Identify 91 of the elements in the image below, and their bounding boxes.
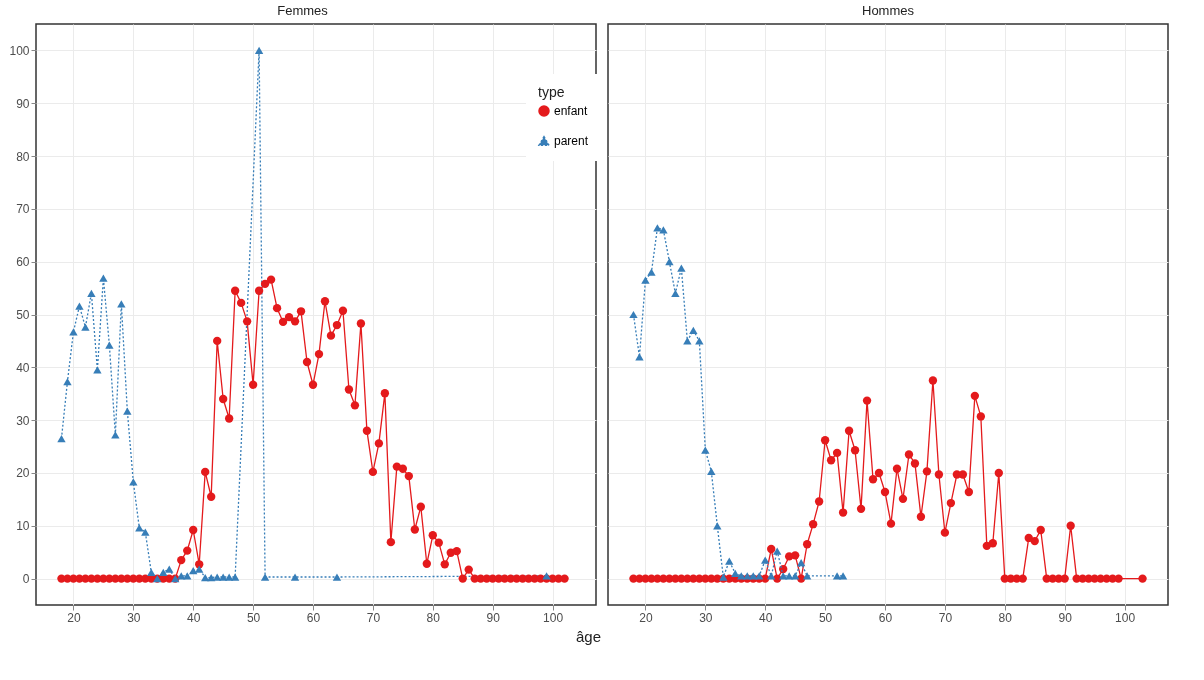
point: [290, 573, 300, 581]
x-tick-label: 40: [187, 610, 201, 625]
x-tick-label: 50: [246, 610, 261, 625]
point: [99, 274, 108, 282]
x-tick-label: 30: [699, 610, 713, 625]
point: [87, 289, 96, 297]
point: [838, 572, 848, 580]
point: [790, 572, 800, 580]
y-tick-label: 60: [16, 255, 30, 270]
point: [671, 289, 680, 297]
point: [165, 565, 174, 573]
point: [641, 276, 650, 284]
point: [796, 559, 806, 567]
x-tick-label: 30: [127, 610, 141, 625]
legend-label: parent: [554, 134, 589, 148]
point: [201, 573, 210, 582]
y-tick-label: 0: [22, 572, 30, 587]
point: [123, 407, 132, 415]
point: [635, 353, 644, 361]
y-tick-label: 20: [16, 466, 30, 481]
x-tick-label: 60: [306, 610, 321, 625]
x-tick-label: 20: [67, 610, 81, 625]
point: [105, 341, 114, 349]
point: [731, 569, 740, 577]
point: [701, 446, 710, 454]
y-tick-label: 40: [16, 360, 30, 375]
x-axis-title: âge: [575, 627, 601, 645]
point: [761, 556, 770, 564]
point: [111, 431, 120, 439]
point: [629, 310, 638, 319]
point: [75, 302, 84, 310]
legend-label: enfant: [554, 104, 589, 118]
point: [767, 572, 776, 580]
point: [725, 557, 734, 565]
point: [224, 573, 234, 581]
y-tick-label: 30: [16, 413, 30, 428]
x-tick-label: 100: [543, 610, 564, 625]
point: [695, 337, 704, 345]
point: [713, 522, 722, 530]
y-tick-label: 10: [16, 519, 30, 534]
point: [207, 573, 216, 582]
point: [665, 258, 674, 266]
point: [647, 268, 656, 276]
y-tick-label: 80: [16, 149, 30, 164]
point: [63, 377, 72, 386]
point: [653, 224, 662, 232]
chart-title: Hommes: [861, 3, 915, 18]
legend-title: type: [538, 84, 565, 100]
point: [57, 435, 66, 443]
chart-title: Femmes: [277, 3, 329, 18]
x-tick-label: 100: [1115, 610, 1136, 625]
point: [677, 264, 686, 272]
x-tick-label: 80: [426, 610, 441, 625]
point: [159, 568, 168, 576]
point: [832, 572, 842, 580]
x-tick-label: 50: [818, 610, 833, 625]
point: [773, 547, 782, 555]
point: [802, 572, 812, 580]
point: [129, 478, 138, 486]
x-tick-label: 60: [878, 610, 893, 625]
point: [707, 467, 716, 475]
x-tick-label: 20: [639, 610, 653, 625]
point: [218, 573, 228, 581]
y-tick-label: 100: [9, 43, 30, 58]
x-tick-label: 40: [759, 610, 773, 625]
point: [147, 568, 156, 576]
y-tick-label: 50: [16, 308, 30, 322]
point: [69, 328, 78, 336]
point: [81, 323, 90, 331]
point: [689, 326, 698, 334]
x-tick-label: 80: [998, 610, 1013, 625]
y-tick-label: 90: [16, 96, 30, 111]
point: [254, 46, 264, 55]
point: [183, 572, 192, 580]
point: [117, 300, 126, 308]
point: [683, 337, 692, 345]
point: [93, 366, 102, 374]
point: [784, 572, 794, 580]
point: [260, 573, 270, 581]
point: [332, 573, 342, 581]
y-tick-label: 70: [16, 202, 30, 217]
point: [141, 528, 150, 536]
x-tick-label: 90: [1058, 610, 1073, 625]
point: [195, 565, 204, 573]
point: [779, 572, 788, 580]
x-tick-label: 70: [938, 610, 953, 625]
point: [659, 226, 668, 234]
x-tick-label: 90: [486, 610, 501, 625]
point: [230, 573, 240, 581]
point: [135, 524, 144, 532]
x-tick-label: 70: [366, 610, 381, 625]
